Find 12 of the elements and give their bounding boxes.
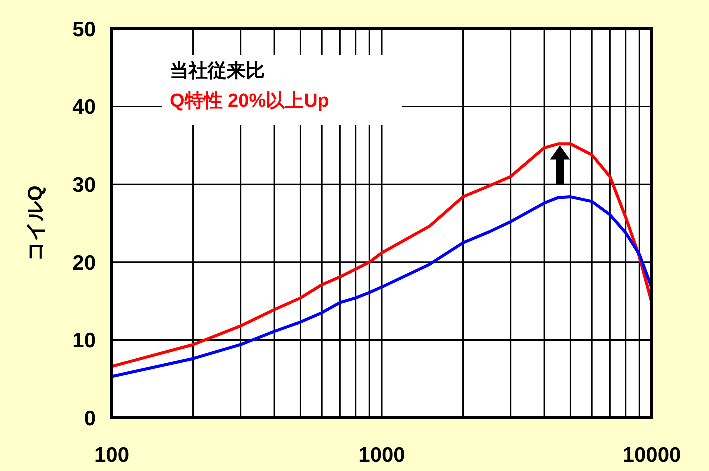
annotation: Q特性 20%以上Up [170,90,330,112]
y-tick-label: 30 [72,174,96,197]
x-tick-label: 100 [94,444,130,467]
y-tick-label: 50 [72,18,96,42]
y-axis-title: コイルQ [25,186,47,262]
annotation: 当社従来比 [170,60,265,82]
x-tick-label: 10000 [622,444,682,467]
y-tick-label: 0 [84,407,96,430]
y-tick-label: 20 [72,252,96,275]
x-tick-label: 1000 [358,444,406,467]
y-tick-label: 40 [72,96,96,120]
y-tick-label: 10 [72,330,96,353]
